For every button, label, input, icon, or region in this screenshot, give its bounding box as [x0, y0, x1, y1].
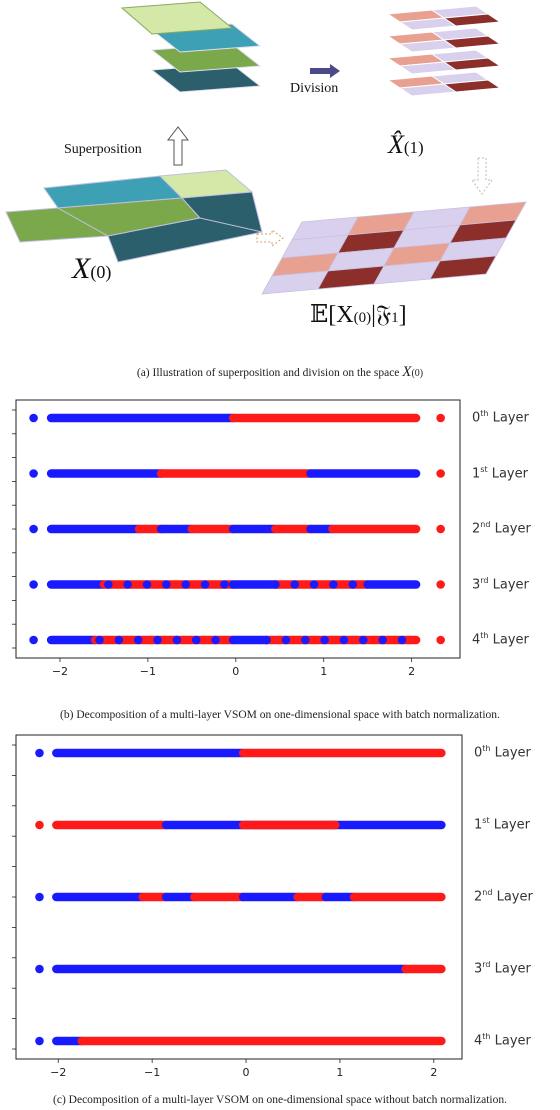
layer-row-1	[35, 820, 446, 830]
x-tick-label: 2	[408, 665, 415, 678]
xhat-tile	[442, 79, 502, 93]
layer-label-2: 2nd Layer	[472, 520, 531, 537]
layer-label-4: 4th Layer	[474, 1032, 531, 1049]
data-point	[329, 580, 338, 589]
layer-row-4	[29, 635, 445, 645]
superposition-arrow-icon	[166, 126, 190, 166]
data-point	[309, 580, 319, 589]
xhat-tile	[442, 57, 502, 71]
data-point	[162, 580, 171, 589]
division-label: Division	[290, 81, 339, 96]
x0-tile-dark2	[107, 217, 263, 263]
figure-a-illustration	[5, 1, 527, 295]
x-tick-label: 1	[320, 665, 327, 678]
data-point	[29, 469, 38, 478]
x0-grid	[5, 169, 263, 263]
chart-c: −2 −1 0 1 2	[12, 734, 463, 1079]
data-point	[378, 635, 387, 645]
layer-row-1	[29, 469, 445, 478]
layer-label-1: 1st Layer	[472, 464, 528, 481]
x-tick-label: −2	[52, 665, 68, 678]
layer-row-2	[29, 524, 445, 534]
layer-label-4: 4th Layer	[472, 631, 529, 648]
figure-c-caption: (c) Decomposition of a multi-layer VSOM …	[53, 1094, 507, 1106]
data-point	[35, 820, 44, 830]
xhat-stack	[386, 5, 502, 97]
x-tick-label: 0	[243, 1066, 250, 1079]
x-tick-label: −2	[50, 1066, 66, 1079]
expectation-tile	[261, 270, 329, 295]
stack-tile-1	[120, 1, 234, 35]
expectation-label: 𝔼[X(0)|𝔉1]	[310, 302, 407, 328]
data-point	[104, 580, 113, 589]
data-point	[191, 635, 201, 645]
data-point	[172, 635, 182, 645]
data-point	[114, 635, 124, 645]
xhat-label: X̂(1)	[388, 130, 424, 159]
layer-row-4	[35, 1036, 446, 1046]
layer-label-3: 3rd Layer	[472, 575, 529, 592]
x-tick-label: 2	[430, 1066, 437, 1079]
data-point	[339, 635, 349, 645]
data-point	[436, 469, 445, 478]
data-point	[35, 748, 44, 758]
expectation-tile	[459, 201, 527, 226]
data-point	[29, 413, 38, 423]
figure-a-caption: (a) Illustration of superposition and di…	[136, 364, 424, 380]
data-point	[348, 580, 358, 589]
data-point	[29, 635, 38, 645]
data-point	[95, 635, 104, 645]
dashed-down-arrow-icon	[471, 157, 493, 195]
x-tick-label: −1	[144, 1066, 160, 1079]
layer-label-2: 2nd Layer	[474, 888, 533, 905]
data-point	[271, 580, 280, 589]
data-point	[281, 635, 291, 645]
layer-label-0: 0th Layer	[472, 409, 529, 426]
expectation-grid	[261, 201, 527, 295]
data-point	[142, 580, 152, 589]
data-point	[436, 580, 445, 589]
data-point	[29, 524, 38, 534]
data-point	[181, 580, 190, 589]
data-point	[320, 635, 329, 645]
data-point	[200, 580, 210, 589]
layer-row-0	[35, 748, 446, 758]
data-point	[35, 892, 44, 902]
x0-label: X(0)	[72, 252, 112, 285]
layer-row-0	[29, 413, 445, 423]
layer-label-0: 0th Layer	[474, 744, 531, 761]
data-point	[290, 580, 300, 589]
data-point	[220, 580, 229, 589]
figure-b-caption: (b) Decomposition of a multi-layer VSOM …	[60, 709, 500, 721]
data-point	[35, 1036, 44, 1046]
layer-row-3	[29, 580, 445, 589]
data-point	[436, 413, 445, 423]
data-point	[29, 580, 38, 589]
xhat-tile	[442, 35, 502, 49]
data-point	[133, 635, 143, 645]
expectation-tile	[429, 255, 497, 280]
data-point	[436, 524, 445, 534]
division-arrow-icon	[310, 64, 340, 78]
layer-label-3: 3rd Layer	[474, 960, 531, 977]
superposition-stack	[120, 1, 262, 93]
data-point	[35, 964, 44, 974]
data-point	[211, 635, 220, 645]
data-point	[300, 635, 310, 645]
data-point	[123, 580, 132, 589]
data-point	[358, 635, 368, 645]
superposition-label: Superposition	[64, 142, 142, 157]
chart-b: −2 −1 0 1 2	[12, 399, 461, 678]
data-point	[153, 635, 162, 645]
layer-label-1: 1st Layer	[474, 816, 530, 833]
data-point	[262, 635, 271, 645]
layer-row-3	[35, 964, 446, 974]
x-tick-label: 1	[336, 1066, 343, 1079]
layer-row-2	[35, 892, 446, 902]
data-point	[436, 635, 445, 645]
xhat-tile	[442, 13, 502, 27]
x-tick-label: −1	[140, 665, 156, 678]
data-point	[397, 635, 407, 645]
x-tick-label: 0	[232, 665, 239, 678]
